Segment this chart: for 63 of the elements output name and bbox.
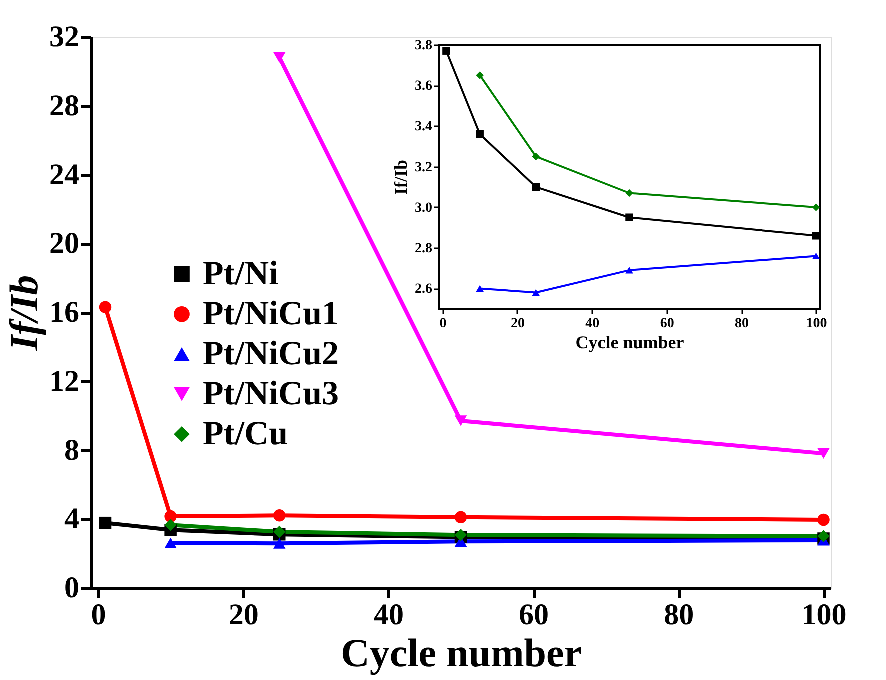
point xyxy=(626,267,634,274)
point xyxy=(454,416,468,426)
y-tick-label: 2.6 xyxy=(415,282,432,298)
x-tick-label: 60 xyxy=(519,598,550,632)
point xyxy=(99,301,112,314)
point xyxy=(274,538,286,549)
y-axis-title: If/Ib xyxy=(391,160,411,196)
point xyxy=(274,510,286,522)
legend-label: Pt/Cu xyxy=(203,415,288,452)
x-axis-title: Cycle number xyxy=(576,332,684,352)
x-tick-label: 20 xyxy=(510,316,525,332)
point xyxy=(164,510,177,523)
legend-label: Pt/Ni xyxy=(203,255,279,292)
point xyxy=(626,214,634,222)
y-axis-title: If/Ib xyxy=(2,275,46,352)
point xyxy=(164,519,177,532)
y-tick-label: 8 xyxy=(64,434,80,467)
point xyxy=(476,72,484,80)
point xyxy=(818,514,830,526)
legend-label: Pt/NiCu2 xyxy=(203,335,339,372)
point xyxy=(476,285,484,292)
point xyxy=(812,252,820,260)
y-tick-label: 4 xyxy=(64,502,80,536)
y-tick-label: 16 xyxy=(50,296,80,329)
y-tick-label: 3.8 xyxy=(415,38,432,54)
legend-label: Pt/NiCu3 xyxy=(203,375,339,412)
point xyxy=(164,538,177,549)
x-tick-label: 80 xyxy=(735,316,750,332)
x-tick-label: 20 xyxy=(228,598,259,632)
x-tick-label: 0 xyxy=(91,598,106,632)
x-axis-title: Cycle number xyxy=(340,630,582,676)
point xyxy=(454,511,468,524)
x-tick-label: 40 xyxy=(586,316,600,332)
point xyxy=(442,47,450,55)
point xyxy=(532,289,540,296)
point xyxy=(99,516,112,530)
point xyxy=(532,152,540,161)
y-tick-label: 12 xyxy=(50,364,80,398)
x-tick-label: 80 xyxy=(664,598,694,632)
y-tick-label: 2.8 xyxy=(415,242,432,257)
y-tick-label: 32 xyxy=(50,20,80,54)
y-tick-label: 24 xyxy=(50,158,80,192)
y-tick-label: 28 xyxy=(50,89,80,122)
y-tick-label: 3.2 xyxy=(415,160,432,176)
point xyxy=(626,189,634,198)
x-tick-label: 0 xyxy=(440,316,447,332)
point xyxy=(818,448,830,459)
x-tick-label: 60 xyxy=(660,316,674,332)
y-tick-label: 3.0 xyxy=(415,200,432,216)
legend-label: Pt/NiCu1 xyxy=(203,295,339,332)
point xyxy=(818,530,830,542)
x-tick-label: 100 xyxy=(806,316,828,332)
point xyxy=(812,204,820,212)
y-tick-label: 0 xyxy=(64,572,80,604)
point xyxy=(476,130,484,138)
y-tick-label: 3.4 xyxy=(415,120,432,135)
y-tick-label: 20 xyxy=(50,227,80,260)
x-tick-label: 100 xyxy=(802,598,847,632)
point xyxy=(532,183,540,192)
point xyxy=(274,526,286,538)
y-tick-label: 3.6 xyxy=(415,79,432,94)
x-tick-label: 40 xyxy=(374,598,404,632)
point xyxy=(274,52,286,63)
